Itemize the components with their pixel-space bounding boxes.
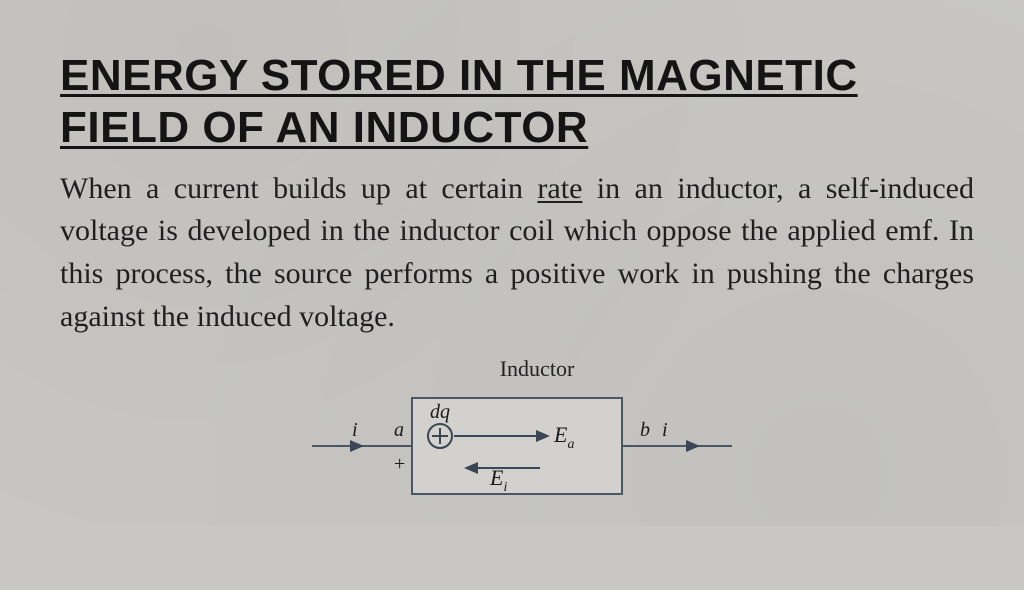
label-a: a [394, 419, 404, 441]
textbook-page: ENERGY STORED IN THE MAGNETIC FIELD OF A… [0, 0, 1024, 526]
paragraph-pre: When a current builds up at certain [60, 172, 537, 205]
label-plus: + [394, 453, 405, 475]
inductor-diagram: Inductor i a + dq Ea [60, 356, 984, 506]
label-b: b [640, 419, 650, 441]
underlined-word: rate [537, 172, 582, 205]
heading-line-1: ENERGY STORED IN THE MAGNETIC [60, 51, 858, 100]
section-heading: ENERGY STORED IN THE MAGNETIC FIELD OF A… [60, 50, 984, 154]
diagram-caption: Inductor [500, 356, 575, 382]
label-i-left: i [352, 419, 358, 441]
label-dq: dq [430, 401, 450, 423]
heading-line-2: FIELD OF AN INDUCTOR [60, 103, 588, 152]
body-paragraph: When a current builds up at certain rate… [60, 168, 974, 338]
label-i-right: i [662, 419, 668, 441]
circuit-svg: i a + dq Ea Ei b [302, 386, 742, 506]
